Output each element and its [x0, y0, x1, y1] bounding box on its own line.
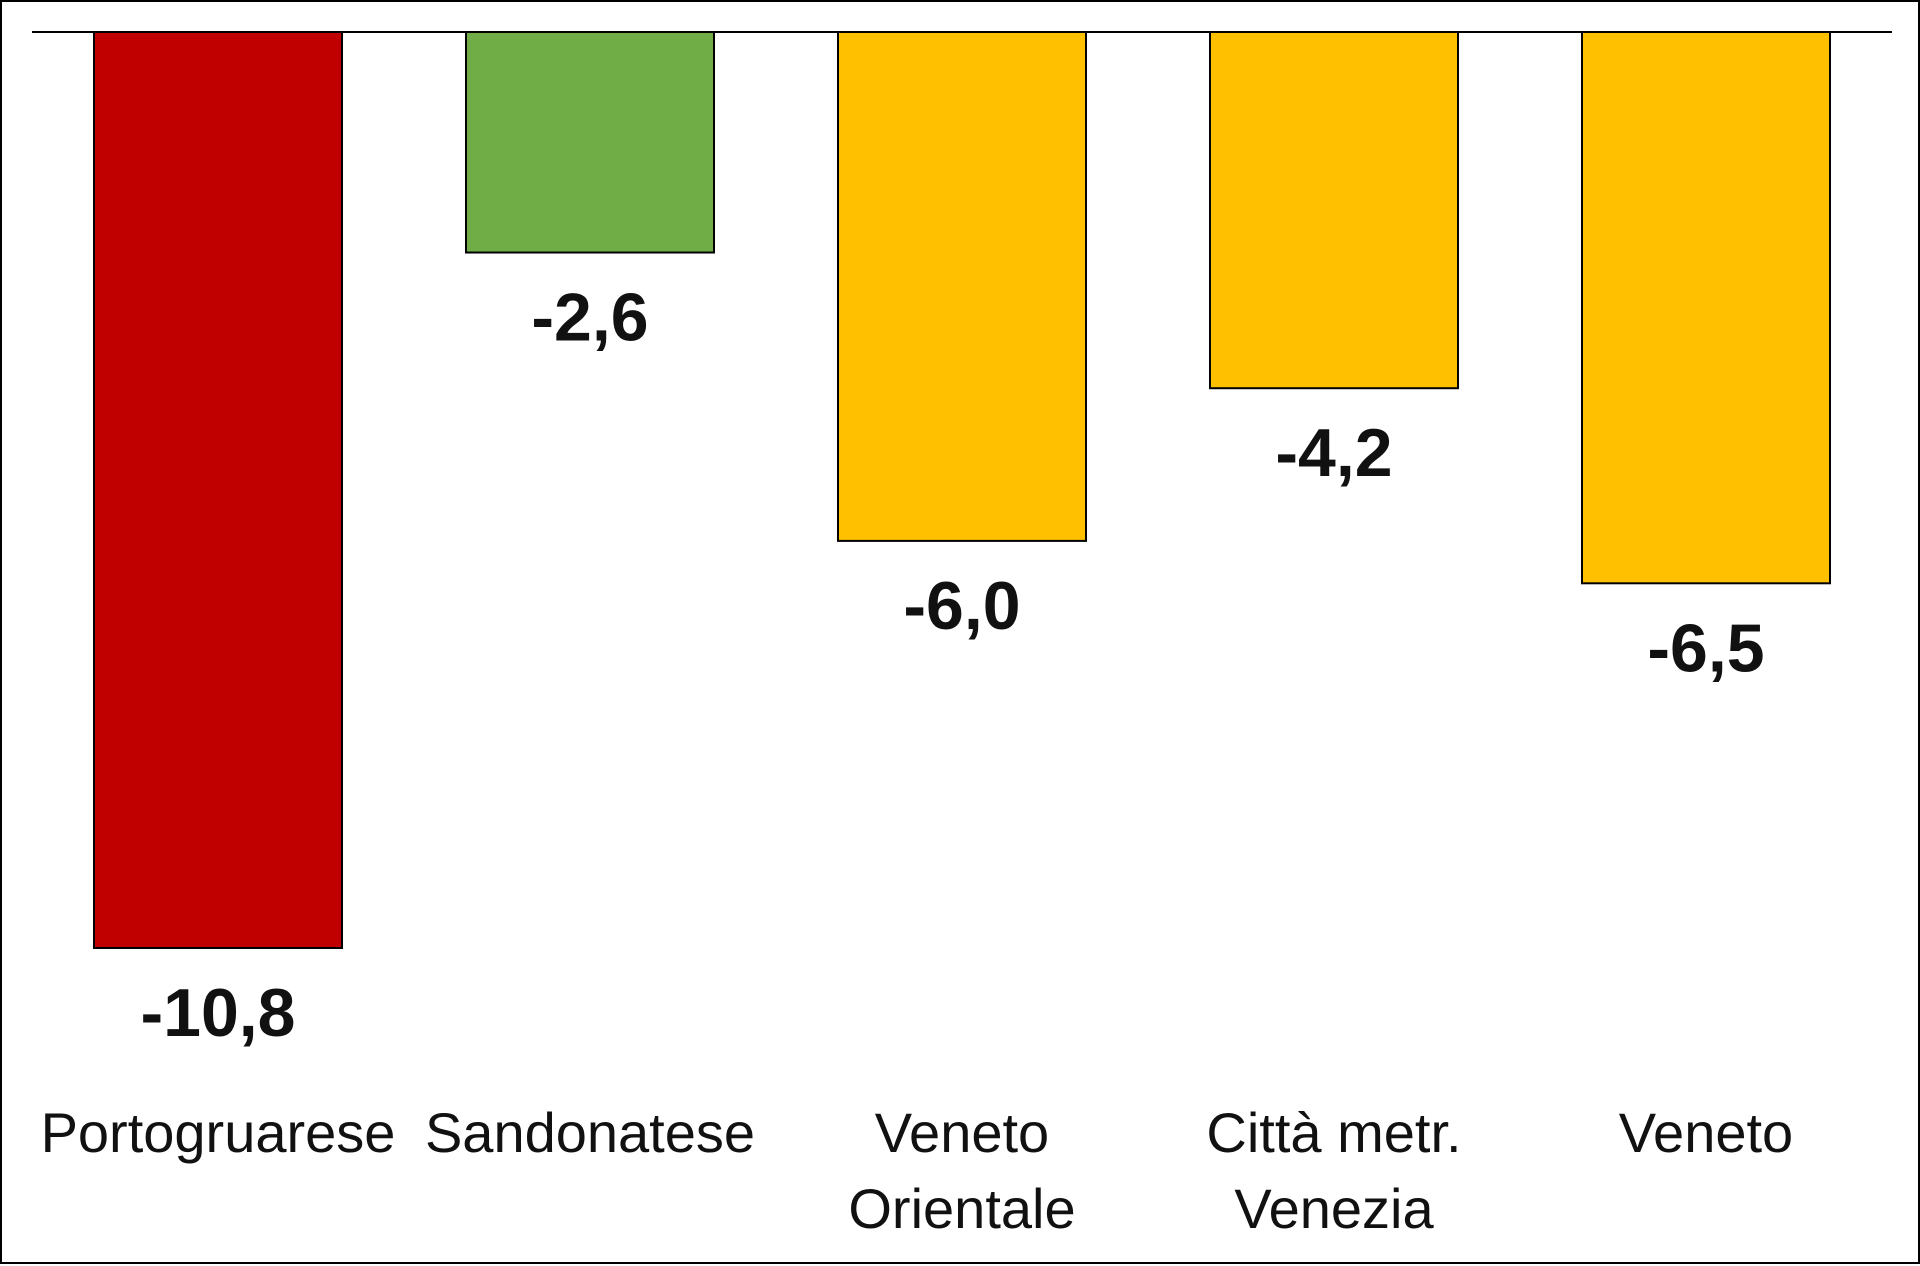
bar-3 — [1209, 31, 1459, 390]
category-label-3: Città metr. Venezia — [1206, 1101, 1461, 1240]
bars-group — [93, 31, 1831, 949]
value-labels-group: -10,8 -2,6 -6,0 -4,2 -6,5 — [141, 280, 1765, 1051]
category-labels-group: Portogruarese Sandonatese Veneto Orientale C… — [41, 1101, 1794, 1240]
category-label-1: Sandonatese — [425, 1101, 755, 1164]
category-label-0: Portogruarese — [41, 1101, 396, 1164]
value-label-0: -10,8 — [141, 975, 296, 1051]
category-label-4: Veneto — [1619, 1101, 1793, 1164]
category-label-2: Veneto Orientale — [848, 1101, 1075, 1240]
category-label-line: Portogruarese — [41, 1101, 396, 1164]
category-label-line: Orientale — [848, 1177, 1075, 1240]
category-label-line: Venezia — [1234, 1177, 1434, 1240]
category-label-line: Veneto — [1619, 1101, 1793, 1164]
value-label-1: -2,6 — [531, 280, 648, 356]
category-label-line: Città metr. — [1206, 1101, 1461, 1164]
bar-2 — [837, 31, 1087, 542]
value-label-4: -6,5 — [1647, 610, 1764, 686]
bar-0 — [93, 31, 343, 949]
category-label-line: Sandonatese — [425, 1101, 755, 1164]
bar-4 — [1581, 31, 1831, 585]
value-label-2: -6,0 — [903, 568, 1020, 644]
category-label-line: Veneto — [875, 1101, 1049, 1164]
bar-1 — [465, 31, 715, 254]
value-label-3: -4,2 — [1275, 415, 1392, 491]
